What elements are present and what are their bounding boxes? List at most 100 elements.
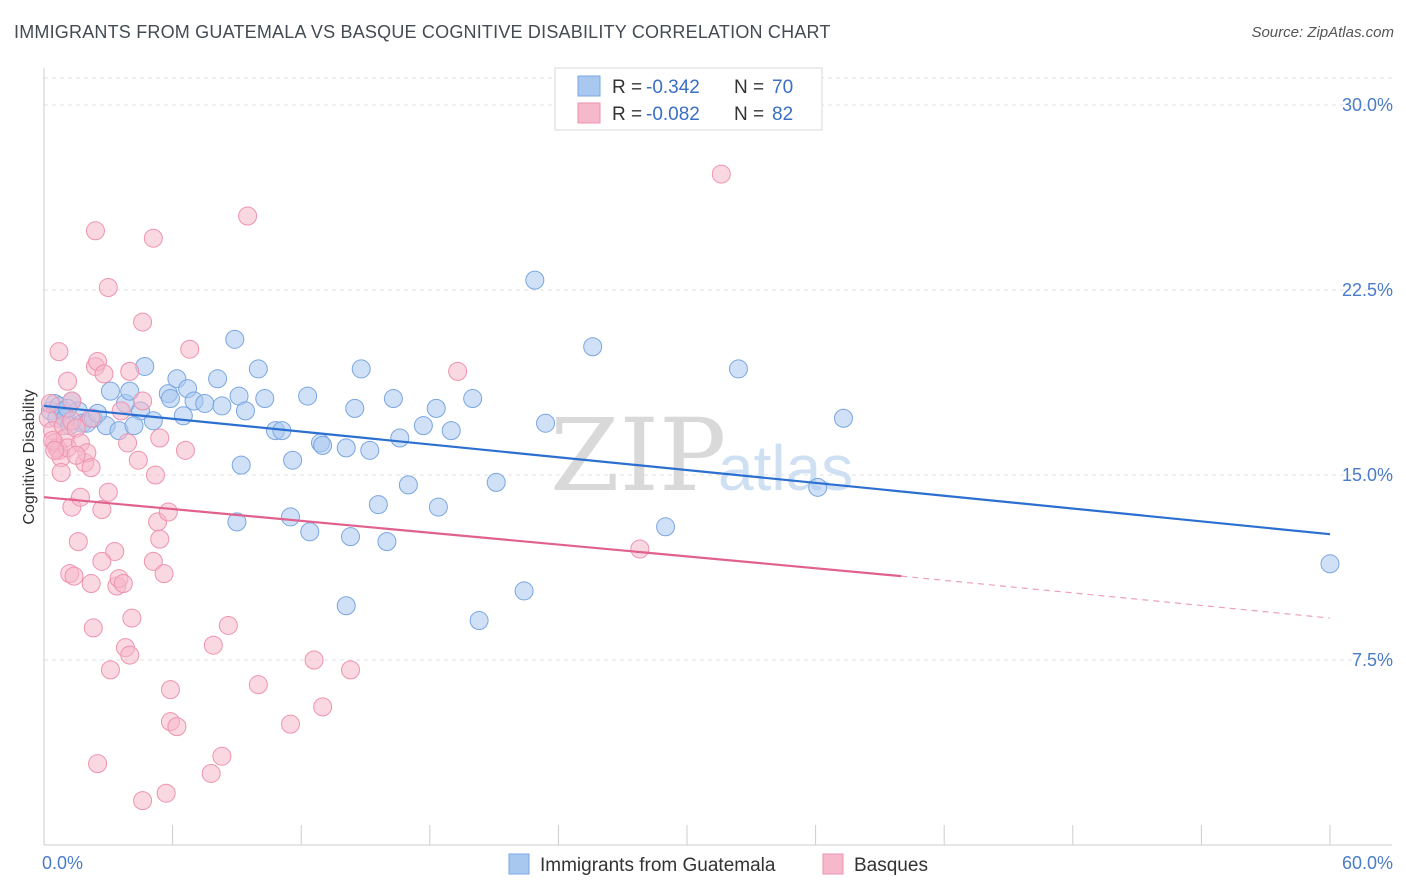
basques-point-26 — [150, 428, 170, 448]
watermark: ZIP atlas — [550, 397, 853, 514]
guatemala-point-61 — [300, 522, 320, 542]
basques-point-36 — [158, 502, 178, 522]
y-tick-label-3: 30.0% — [1342, 95, 1393, 115]
legend-n-label-1: N = — [734, 77, 764, 98]
basques-point-42 — [154, 564, 174, 584]
guatemala-point-36 — [283, 450, 303, 470]
guatemala-point-39 — [313, 435, 333, 455]
basques-point-33 — [98, 482, 118, 502]
basques-point-53 — [120, 645, 140, 665]
guatemala-point-28 — [212, 396, 232, 416]
guatemala-point-48 — [441, 421, 461, 441]
x-tick-label-max: 60.0% — [1342, 853, 1393, 873]
guatemala-point-45 — [390, 428, 410, 448]
legend-r-value-2: -0.082 — [646, 104, 700, 125]
basques-point-73 — [133, 312, 153, 332]
guatemala-point-13 — [100, 381, 120, 401]
legend-n-label-2: N = — [734, 104, 764, 125]
legend-swatch-guatemala — [577, 75, 601, 97]
basques-point-45 — [81, 574, 101, 594]
guatemala-point-60 — [280, 507, 300, 527]
guatemala-point-16 — [120, 381, 140, 401]
guatemala-point-43 — [360, 440, 380, 460]
trend-lines — [43, 404, 1331, 619]
guatemala-point-52 — [583, 337, 603, 357]
guatemala-point-51 — [536, 413, 556, 433]
y-axis-title: Cognitive Disability — [21, 389, 38, 524]
chart-title: IMMIGRANTS FROM GUATEMALA VS BASQUE COGN… — [14, 22, 831, 42]
axes — [43, 68, 1392, 846]
y-tick-labels: 7.5% 15.0% 22.5% 30.0% — [1342, 95, 1393, 670]
watermark-zip: ZIP — [550, 397, 726, 514]
guatemala-point-47 — [426, 398, 446, 418]
guatemala-point-63 — [377, 532, 397, 552]
bottom-legend-swatch-basques — [822, 853, 844, 875]
guatemala-point-54 — [808, 477, 828, 497]
guatemala-point-40 — [336, 438, 356, 458]
basques-point-79 — [45, 440, 65, 460]
guatemala-point-41 — [345, 398, 365, 418]
basques-point-23 — [120, 361, 140, 381]
basques-point-49 — [122, 608, 142, 628]
bottom-legend-swatch-guatemala — [508, 853, 530, 875]
basques-point-38 — [68, 532, 88, 552]
legend-swatch-basques — [577, 102, 601, 124]
guatemala-point-46 — [413, 416, 433, 436]
basques-point-55 — [100, 660, 120, 680]
basques-trend-line — [43, 496, 902, 578]
basques-point-27 — [128, 450, 148, 470]
guatemala-point-33 — [255, 389, 275, 409]
guatemala-point-19 — [143, 411, 163, 431]
basques-point-76 — [711, 164, 731, 184]
guatemala-point-65 — [428, 497, 448, 517]
basques-point-28 — [175, 440, 195, 460]
basques-point-54 — [203, 635, 223, 655]
basques-point-18 — [62, 391, 82, 411]
basques-point-34 — [70, 487, 90, 507]
bottom-legend-label-guatemala: Immigrants from Guatemala — [540, 855, 776, 876]
basques-point-39 — [105, 541, 125, 561]
basques-point-75 — [448, 361, 468, 381]
guatemala-point-55 — [833, 408, 853, 428]
watermark-atlas: atlas — [718, 432, 853, 504]
basques-point-25 — [111, 401, 131, 421]
basques-point-65 — [88, 754, 108, 774]
basques-point-48 — [113, 574, 133, 594]
basques-point-64 — [212, 746, 232, 766]
legend-r-value-1: -0.342 — [646, 77, 700, 98]
basques-point-17 — [58, 371, 78, 391]
basques-point-63 — [280, 714, 300, 734]
basques-point-44 — [64, 566, 84, 586]
guatemala-point-62 — [340, 527, 360, 547]
basques-point-67 — [156, 783, 176, 803]
basques-point-37 — [150, 529, 170, 549]
series-legend: Immigrants from Guatemala Basques — [508, 853, 928, 876]
basques-point-57 — [340, 660, 360, 680]
guatemala-point-66 — [486, 472, 506, 492]
basques-point-66 — [201, 763, 221, 783]
basques-point-29 — [145, 465, 165, 485]
basques-point-59 — [248, 675, 268, 695]
guatemala-point-69 — [469, 611, 489, 631]
guatemala-point-21 — [160, 389, 180, 409]
guatemala-point-32 — [248, 359, 268, 379]
basques-point-24 — [133, 391, 153, 411]
basques-point-62 — [167, 717, 187, 737]
legend-n-value-2: 82 — [772, 104, 793, 125]
guatemala-trend-line — [43, 404, 1331, 536]
legend-n-value-1: 70 — [772, 77, 793, 98]
guatemala-point-70 — [656, 517, 676, 537]
correlation-legend: R = -0.342 N = 70 R = -0.082 N = 82 — [554, 67, 823, 131]
guatemala-point-31 — [235, 401, 255, 421]
basques-point-22 — [94, 364, 114, 384]
guatemala-point-23 — [173, 406, 193, 426]
y-tick-label-0: 7.5% — [1352, 650, 1393, 670]
basques-point-58 — [160, 680, 180, 700]
y-tick-label-2: 22.5% — [1342, 280, 1393, 300]
basques-point-68 — [133, 791, 153, 811]
basques-point-77 — [630, 539, 650, 559]
guatemala-point-29 — [225, 329, 245, 349]
guatemala-point-56 — [1320, 554, 1340, 574]
basques-point-56 — [304, 650, 324, 670]
